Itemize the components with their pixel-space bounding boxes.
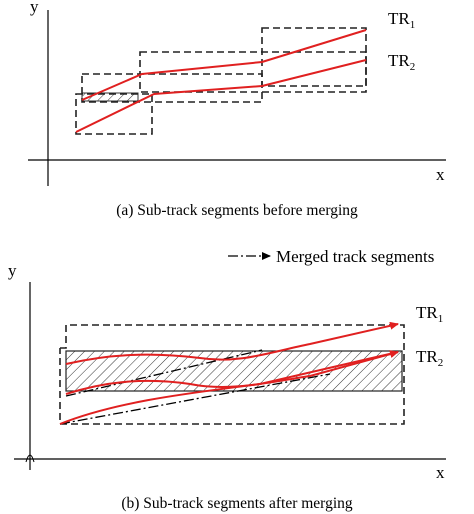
- panel-a-box-4: [261, 27, 367, 87]
- panel-a-track-1-label: TR1: [388, 9, 415, 31]
- panel-b-track-2b: [59, 351, 399, 425]
- panel-b-x-label: x: [436, 463, 445, 482]
- panel-b: Merged track segments y x TR1 TR2 (b) Su…: [8, 247, 446, 512]
- panel-b-axis-break: [25, 454, 35, 463]
- panel-a: y x TR1 TR2 (a) Sub-track segments befor…: [28, 0, 446, 219]
- panel-a-track-1: [81, 29, 367, 101]
- panel-a-box-2: [81, 73, 263, 103]
- panel-a-caption: (a) Sub-track segments before merging: [116, 202, 358, 219]
- panel-a-y-label: y: [30, 0, 39, 16]
- panel-a-track-2: [75, 59, 367, 133]
- panel-b-caption: (b) Sub-track segments after merging: [121, 495, 353, 512]
- panel-a-overlap-region: [81, 92, 139, 102]
- panel-b-track-1-label: TR1: [416, 303, 443, 325]
- panel-b-y-label: y: [8, 261, 17, 280]
- legend-label: Merged track segments: [276, 247, 434, 266]
- panel-b-merged-segment-1: [65, 349, 263, 397]
- panel-b-track-1: [65, 321, 399, 365]
- panel-b-track-2: [65, 350, 399, 395]
- panel-a-x-label: x: [436, 165, 445, 184]
- panel-b-track-2-label: TR2: [416, 347, 443, 369]
- panel-a-track-2-label: TR2: [388, 51, 415, 73]
- panel-b-merged-segment-2: [59, 373, 331, 425]
- panel-a-box-1: [75, 93, 153, 135]
- panel-b-merged-region: [65, 350, 403, 392]
